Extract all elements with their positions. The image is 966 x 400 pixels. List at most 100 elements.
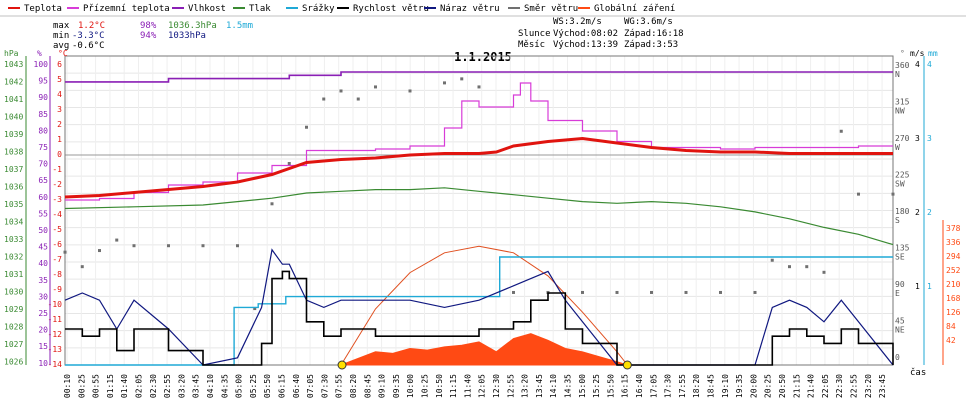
y-tick-pressure: 1035 — [4, 200, 23, 209]
x-tick-label: 05:00 — [235, 374, 244, 398]
y-tick-temperature: 1 — [57, 135, 62, 144]
moon-label: Měsíc — [518, 40, 545, 50]
legend-label: Teplota — [24, 4, 62, 14]
series-rain — [65, 256, 893, 366]
sun-rise: Východ:08:02 — [553, 29, 618, 39]
y-tick-pressure: 1039 — [4, 130, 23, 139]
y-tick-wind: 3 — [915, 134, 920, 143]
wind-direction-point — [167, 244, 170, 248]
y-tick-temperature: -10 — [48, 300, 63, 309]
legend-label: Globální záření — [594, 4, 675, 14]
y-tick-radiation: 252 — [946, 266, 961, 275]
y-tick-radiation: 84 — [946, 322, 956, 331]
wind-direction-point — [408, 89, 412, 93]
x-tick-label: 00:25 — [77, 374, 86, 398]
y-tick-pressure: 1030 — [4, 288, 23, 297]
x-tick-label: 07:55 — [335, 374, 344, 398]
legend-label: Přízemní teplota — [83, 4, 170, 14]
x-tick-label: 03:45 — [192, 374, 201, 398]
wind-direction-point — [98, 249, 101, 253]
x-tick-label: 10:50 — [435, 374, 444, 398]
series-wind-speed — [65, 270, 894, 366]
x-tick-label: 12:30 — [492, 374, 501, 398]
y-tick-direction-label: W — [895, 143, 900, 152]
y-tick-temperature: -4 — [52, 210, 62, 219]
x-tick-label: 02:05 — [135, 374, 144, 398]
x-tick-label: 09:35 — [392, 374, 401, 398]
wind-direction-point — [236, 244, 239, 248]
sun-set: Západ:16:18 — [624, 29, 684, 39]
y-tick-direction-label: S — [895, 216, 900, 225]
y-tick-pressure: 1041 — [4, 95, 23, 104]
wind-direction-point — [753, 290, 757, 294]
x-tick-label: 15:00 — [578, 374, 587, 398]
y-tick-temperature: 3 — [57, 105, 62, 114]
x-tick-label: 20:50 — [778, 374, 787, 398]
wind-direction-point — [512, 290, 515, 294]
y-tick-radiation: 42 — [946, 336, 956, 345]
y-tick-temperature: -2 — [52, 180, 62, 189]
y-tick-pressure: 1033 — [4, 235, 23, 244]
stat-min-press: 1033hPa — [168, 31, 206, 41]
x-tick-label: 16:15 — [621, 374, 630, 398]
wind-direction-point — [650, 290, 653, 294]
sun-marker — [622, 360, 632, 370]
y-tick-temperature: -1 — [52, 165, 62, 174]
wind-direction-point — [684, 290, 688, 294]
x-tick-label: 20:00 — [749, 374, 758, 398]
y-tick-direction-label: N — [895, 70, 900, 79]
x-tick-label: 18:20 — [692, 374, 701, 398]
x-tick-label: 04:35 — [220, 374, 229, 398]
x-tick-label: 00:10 — [63, 374, 72, 398]
stat-min-temp: -3.3°C — [72, 31, 105, 41]
y-tick-pressure: 1043 — [4, 60, 23, 69]
wind-direction-point — [805, 265, 809, 269]
y-tick-direction-label: NW — [895, 107, 905, 116]
y-tick-direction: 315 — [895, 98, 910, 107]
y-tick-rain: 4 — [927, 60, 932, 69]
wind-direction-point — [839, 129, 843, 133]
x-tick-label: 10:00 — [406, 374, 415, 398]
y-tick-direction-label: SW — [895, 180, 905, 189]
x-tick-label: 06:15 — [278, 374, 287, 398]
wind-direction-point — [132, 244, 136, 248]
y-tick-humidity: 95 — [38, 77, 48, 86]
x-tick-label: 07:05 — [306, 374, 315, 398]
y-tick-radiation: 168 — [946, 294, 961, 303]
wind-direction-point — [460, 77, 464, 81]
y-tick-pressure: 1034 — [4, 218, 23, 227]
legend-label: Náraz větru — [440, 4, 500, 14]
y-tick-direction: 135 — [895, 244, 910, 253]
x-tick-label: 16:40 — [635, 374, 644, 398]
x-tick-label: 14:10 — [549, 374, 558, 398]
y-tick-rain: 1 — [927, 282, 932, 291]
wind-direction-point — [339, 89, 343, 93]
x-tick-label: 19:10 — [721, 374, 730, 398]
wind-direction-point — [477, 85, 481, 89]
x-tick-label: 09:10 — [378, 374, 387, 398]
x-axis-label: čas — [910, 367, 926, 378]
sun-label: Slunce — [518, 29, 551, 39]
y-tick-radiation: 378 — [946, 224, 961, 233]
wind-direction-point — [270, 202, 274, 206]
x-tick-label: 22:55 — [850, 374, 859, 398]
y-tick-direction: 270 — [895, 134, 910, 143]
x-tick-label: 05:25 — [249, 374, 258, 398]
x-tick-label: 19:35 — [735, 374, 744, 398]
y-tick-humidity: 70 — [38, 160, 48, 169]
wind-direction-point — [63, 250, 67, 254]
legend-label: Tlak — [249, 4, 271, 14]
y-tick-temperature: 2 — [57, 120, 62, 129]
y-tick-temperature: -12 — [48, 330, 63, 339]
y-tick-humidity: 60 — [38, 193, 48, 202]
y-tick-pressure: 1040 — [4, 113, 23, 122]
y-tick-pressure: 1042 — [4, 78, 23, 87]
y-tick-radiation: 210 — [946, 280, 961, 289]
y-tick-rain: 2 — [927, 208, 932, 217]
x-tick-label: 07:30 — [320, 374, 329, 398]
y-tick-temperature: -6 — [52, 240, 62, 249]
wind-direction-point — [822, 270, 826, 274]
wind-direction-point — [615, 290, 619, 294]
y-tick-rain: 3 — [927, 134, 932, 143]
stat-avg-temp: -0.6°C — [72, 41, 105, 51]
